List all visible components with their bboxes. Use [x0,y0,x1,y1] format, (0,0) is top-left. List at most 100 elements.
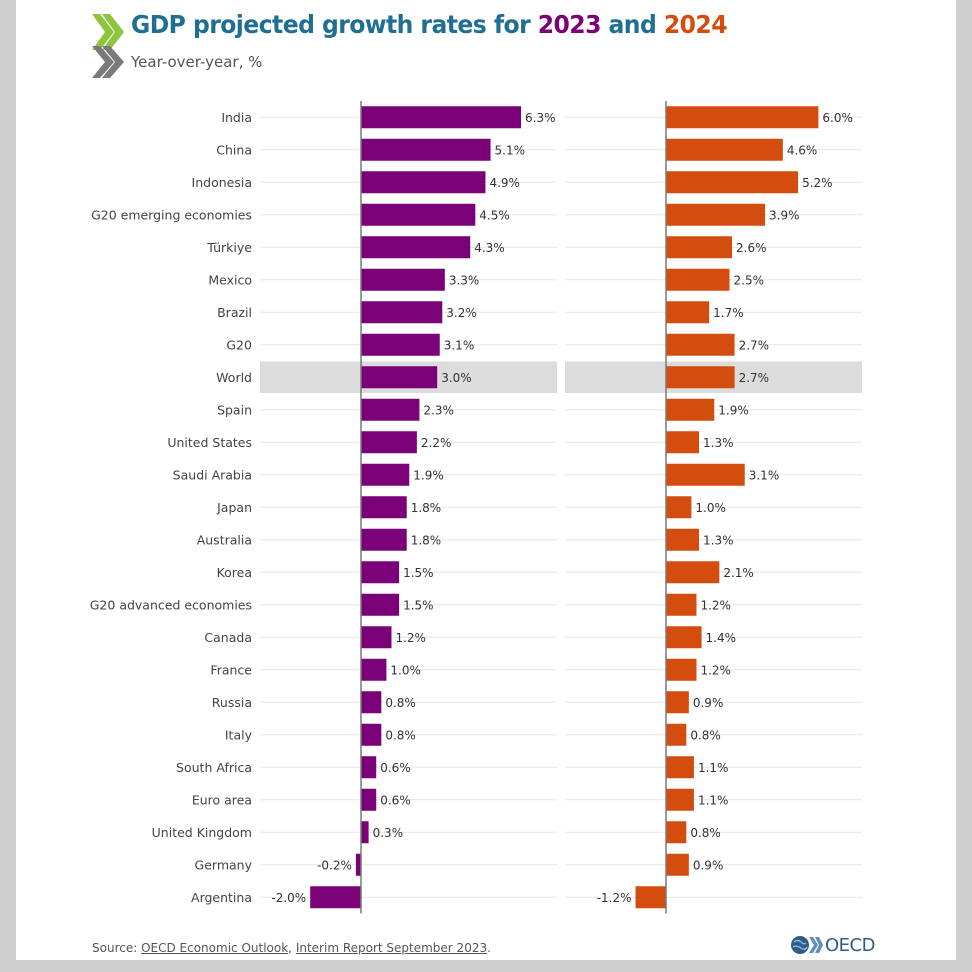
bar-2024[interactable] [666,333,735,356]
bar-2023[interactable] [361,496,407,519]
bar-2024[interactable] [635,886,666,909]
oecd-logo-text: OECD [825,934,875,956]
value-label-2024: 1.2% [700,598,731,612]
bar-2024[interactable] [666,268,730,291]
bar-2023[interactable] [361,691,382,714]
bar-2023[interactable] [361,236,471,259]
value-label-2023: 2.2% [421,436,452,450]
value-label-2024: 1.4% [706,631,737,645]
value-label-2023: -2.0% [271,891,306,905]
bar-2023[interactable] [361,756,377,779]
source-suffix: . [487,941,491,955]
value-label-2023: 2.3% [423,403,454,417]
value-label-2024: 2.1% [723,566,754,580]
bar-2023[interactable] [361,366,438,389]
bar-2023[interactable] [361,203,476,226]
bar-2024[interactable] [666,528,700,551]
source-link-economic-outlook[interactable]: OECD Economic Outlook [141,941,289,955]
bar-2023[interactable] [361,723,382,746]
bar-2023[interactable] [355,853,361,876]
bar-2023[interactable] [361,463,410,486]
value-label-2024: 0.9% [693,696,724,710]
category-label: United Kingdom [152,825,252,840]
bar-2023[interactable] [361,301,443,324]
bar-2023[interactable] [361,268,445,291]
category-label: G20 emerging economies [91,207,252,222]
bar-2024[interactable] [666,723,687,746]
bar-chart: India China Indonesia G20 emerging economie… [90,101,862,914]
bar-2023[interactable] [361,658,387,681]
value-label-2023: 0.6% [380,793,411,807]
source-note: Source: OECD Economic Outlook, Interim R… [92,941,491,955]
bar-2023[interactable] [361,626,392,649]
value-label-2023: 1.5% [403,566,434,580]
value-label-2023: 0.6% [380,761,411,775]
bar-2023[interactable] [361,333,440,356]
bar-2024[interactable] [666,853,689,876]
bar-2024[interactable] [666,366,735,389]
bar-2023[interactable] [361,138,491,161]
bar-2023[interactable] [361,398,420,421]
value-label-2023: 0.8% [385,728,416,742]
bar-2023[interactable] [361,788,377,811]
category-label: Indonesia [192,175,252,190]
bar-2023[interactable] [310,886,361,909]
bar-2023[interactable] [361,561,400,584]
category-label: Euro area [192,792,252,807]
value-label-2023: 3.3% [449,273,480,287]
value-label-2024: 2.6% [736,241,767,255]
category-label: Australia [197,532,252,547]
bar-2024[interactable] [666,756,694,779]
value-label-2023: 1.8% [411,533,442,547]
bar-2024[interactable] [666,691,689,714]
bar-2024[interactable] [666,463,745,486]
category-label: G20 advanced economies [90,597,252,612]
bar-2024[interactable] [666,593,697,616]
bar-2023[interactable] [361,171,486,194]
value-label-2023: 1.2% [395,631,426,645]
category-label: Russia [212,695,252,710]
bar-2024[interactable] [666,496,692,519]
value-label-2023: 1.0% [390,663,421,677]
value-label-2024: 1.0% [695,501,726,515]
category-label: Saudi Arabia [173,467,252,482]
value-label-2023: 3.1% [444,338,475,352]
bar-2024[interactable] [666,626,702,649]
bar-2023[interactable] [361,431,417,454]
value-label-2023: 0.3% [373,826,404,840]
bar-2024[interactable] [666,788,694,811]
bar-2024[interactable] [666,106,819,129]
value-label-2023: 4.5% [479,208,510,222]
category-label: Canada [204,630,252,645]
bar-2024[interactable] [666,821,687,844]
bar-2024[interactable] [666,398,715,421]
value-label-2024: 1.3% [703,533,734,547]
bar-2023[interactable] [361,106,522,129]
bar-2023[interactable] [361,593,400,616]
category-label: Brazil [217,305,252,320]
title-prefix: GDP projected growth rates for [131,10,538,39]
bar-2024[interactable] [666,561,720,584]
bar-2024[interactable] [666,658,697,681]
bar-2024[interactable] [666,138,783,161]
source-link-interim-report[interactable]: Interim Report September 2023 [295,941,488,955]
bar-2024[interactable] [666,431,700,454]
value-label-2024: -1.2% [597,891,632,905]
bar-2024[interactable] [666,301,710,324]
value-label-2024: 1.9% [718,403,749,417]
bar-2023[interactable] [361,821,369,844]
category-label: G20 [226,337,252,352]
value-label-2023: 1.9% [413,468,444,482]
bar-2024[interactable] [666,236,733,259]
bar-2024[interactable] [666,203,766,226]
bar-2023[interactable] [361,528,407,551]
oecd-logo[interactable]: OECD [789,934,875,956]
value-label-2024: 2.7% [739,371,770,385]
value-label-2023: 3.2% [446,306,477,320]
value-label-2023: 4.3% [474,241,505,255]
value-label-2024: 0.8% [690,728,721,742]
category-label: Argentina [191,890,252,905]
category-label: United States [167,435,252,450]
bar-2024[interactable] [666,171,799,194]
value-label-2023: 5.1% [495,143,526,157]
